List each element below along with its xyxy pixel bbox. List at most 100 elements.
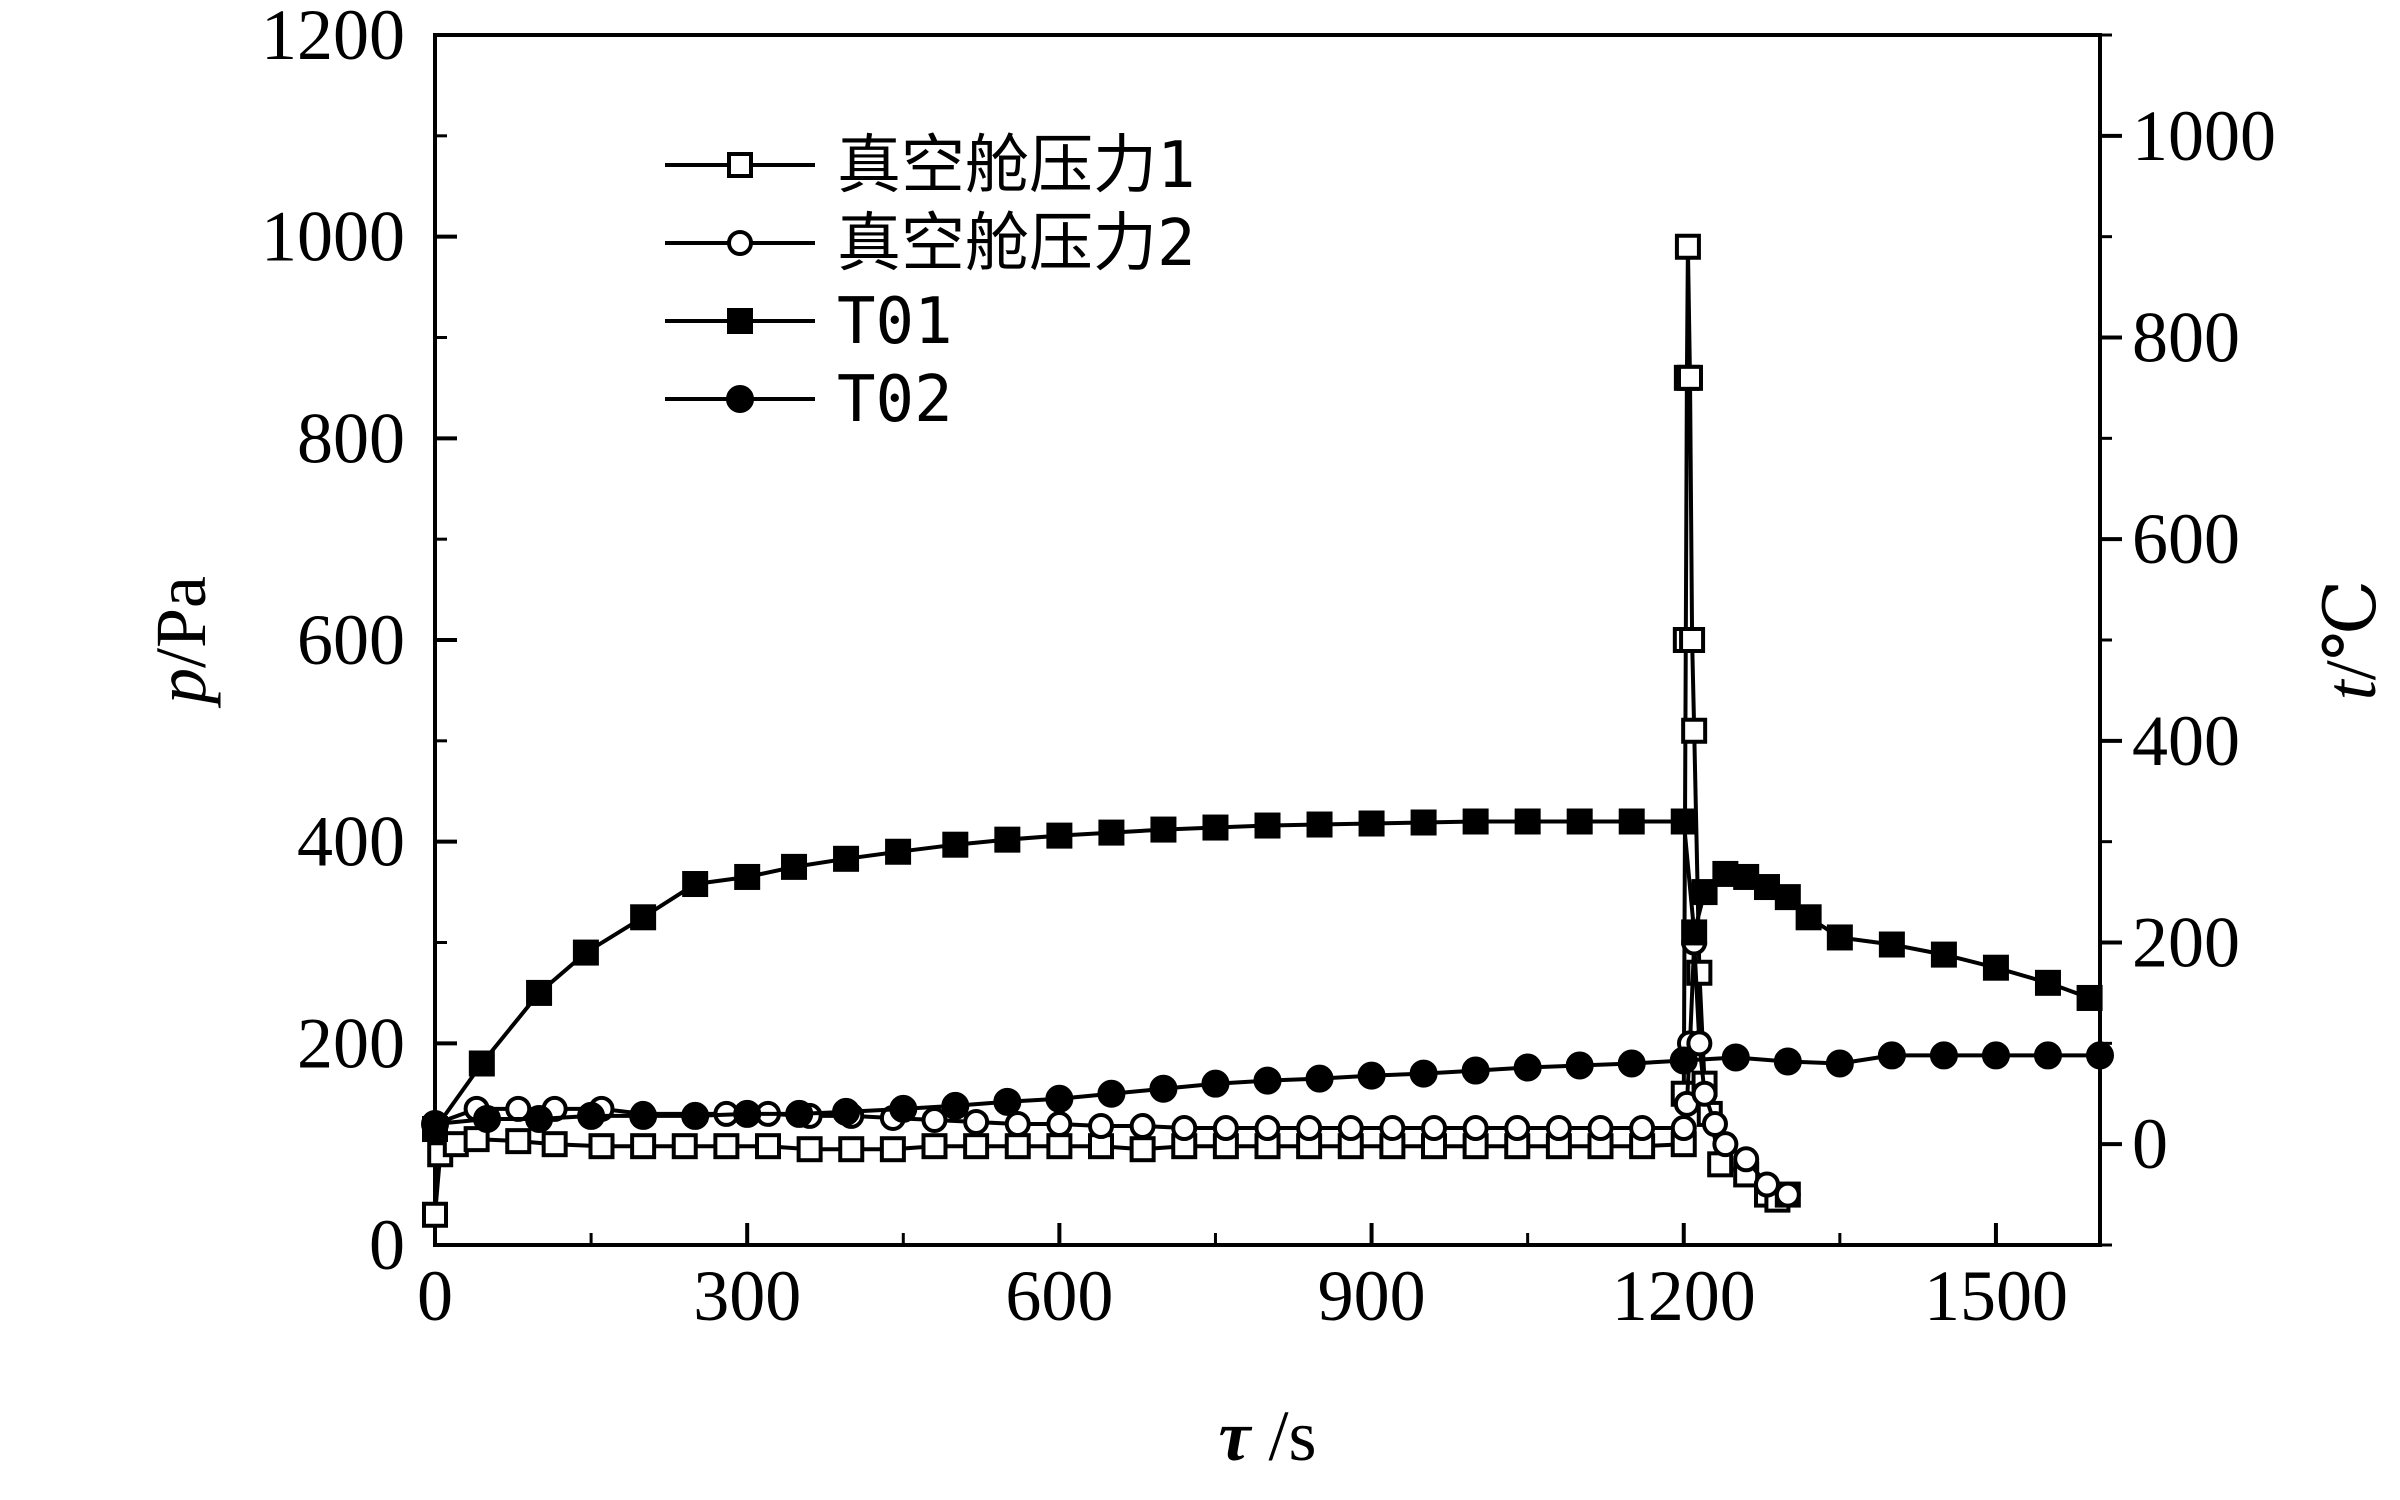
data-point xyxy=(1046,1133,1073,1160)
data-point xyxy=(629,1101,658,1130)
data-point xyxy=(1046,1111,1073,1137)
data-point xyxy=(1202,814,1229,841)
y-tick-label: 600 xyxy=(297,600,405,680)
y-axis-title: p/Pa xyxy=(141,576,221,709)
data-point xyxy=(1877,1041,1906,1070)
legend-item: 真空舱压力1 xyxy=(665,129,1196,203)
data-point xyxy=(833,845,860,872)
legend-label: T01 xyxy=(837,285,953,359)
data-point xyxy=(1358,810,1385,837)
data-point xyxy=(1149,1074,1178,1103)
series-layer xyxy=(421,233,2114,1228)
data-point xyxy=(1462,808,1489,835)
data-point xyxy=(1701,1111,1728,1137)
data-point xyxy=(671,1133,698,1160)
legend-item: 真空舱压力2 xyxy=(665,207,1196,281)
data-point xyxy=(796,1136,823,1163)
data-point xyxy=(1587,1115,1614,1142)
data-point xyxy=(1462,1115,1489,1142)
data-point xyxy=(1674,233,1701,260)
data-point xyxy=(1712,1131,1739,1158)
data-point xyxy=(1669,1046,1698,1075)
data-point xyxy=(921,1106,948,1133)
x-tick-label: 1500 xyxy=(1924,1256,2068,1336)
legend-marker xyxy=(727,230,753,256)
data-point xyxy=(1201,1069,1230,1098)
data-point xyxy=(1878,931,1905,958)
data-point xyxy=(1357,1061,1386,1090)
data-point xyxy=(1150,816,1177,843)
data-point xyxy=(785,1099,814,1128)
data-point xyxy=(1504,1115,1531,1142)
x-axis-title: τ /s xyxy=(1219,1396,1317,1476)
data-point xyxy=(1930,941,1957,968)
data-point xyxy=(1545,1115,1572,1142)
x-axis-symbol: τ xyxy=(1219,1396,1253,1476)
data-point xyxy=(1421,1115,1447,1142)
data-point xyxy=(442,1131,469,1158)
x-tick-label: 0 xyxy=(417,1256,453,1336)
data-point xyxy=(1004,1111,1031,1137)
data-point xyxy=(942,831,969,858)
legend-label: 真空舱压力2 xyxy=(837,207,1196,281)
data-point xyxy=(1774,1181,1801,1208)
data-point xyxy=(422,1201,448,1228)
data-point xyxy=(572,939,599,966)
data-point xyxy=(1461,1056,1490,1085)
legend-marker xyxy=(726,385,754,413)
data-point xyxy=(421,1110,449,1138)
legend-label: 真空舱压力1 xyxy=(837,129,1196,203)
data-point xyxy=(838,1136,865,1163)
data-point xyxy=(1254,1115,1281,1142)
data-point xyxy=(993,1087,1022,1116)
data-point xyxy=(1045,1084,1074,1113)
x-tick-label: 900 xyxy=(1318,1256,1426,1336)
legend-item: T02 xyxy=(665,363,953,437)
y-axis-unit: /Pa xyxy=(141,576,221,668)
y2-axis-symbol: t xyxy=(2311,678,2391,700)
series-4 xyxy=(421,1041,2114,1138)
data-point xyxy=(473,1104,502,1133)
x-axis-unit: /s xyxy=(1250,1396,1316,1476)
data-point xyxy=(1681,717,1708,744)
data-point xyxy=(1046,822,1073,849)
data-point xyxy=(630,904,657,931)
data-point xyxy=(879,1136,906,1163)
data-point xyxy=(1004,1133,1031,1160)
legend-label: T02 xyxy=(837,363,953,437)
y2-tick-label: 0 xyxy=(2132,1104,2168,1184)
data-point xyxy=(1795,904,1822,931)
data-point xyxy=(1305,1064,1334,1093)
data-point xyxy=(1679,627,1706,653)
data-point xyxy=(1929,1041,1958,1070)
data-point xyxy=(681,1101,710,1130)
data-point xyxy=(1617,1049,1646,1078)
legend-marker xyxy=(727,152,753,178)
y-tick-label: 0 xyxy=(369,1205,405,1285)
legend-marker xyxy=(727,308,753,334)
x-tick-label: 300 xyxy=(693,1256,801,1336)
series-3 xyxy=(422,808,2103,1143)
data-point xyxy=(2034,969,2061,996)
data-point xyxy=(1825,1049,1854,1078)
y2-tick-label: 1000 xyxy=(2132,96,2276,176)
data-point xyxy=(1566,808,1593,835)
data-point xyxy=(1691,1080,1718,1107)
data-point xyxy=(1670,808,1697,835)
data-point xyxy=(577,1101,606,1130)
y2-tick-label: 800 xyxy=(2132,298,2240,378)
y2-tick-label: 400 xyxy=(2132,701,2240,781)
data-point xyxy=(1296,1115,1323,1142)
data-point xyxy=(505,1128,532,1155)
data-point xyxy=(1565,1051,1594,1080)
y-tick-label: 400 xyxy=(297,802,405,882)
data-point xyxy=(1212,1115,1239,1142)
y2-axis-unit: /℃ xyxy=(2311,580,2391,681)
data-point xyxy=(713,1133,740,1160)
data-point xyxy=(963,1133,990,1160)
data-point xyxy=(781,853,808,880)
data-point xyxy=(526,979,553,1006)
data-point xyxy=(963,1108,990,1135)
data-point xyxy=(1379,1115,1406,1142)
